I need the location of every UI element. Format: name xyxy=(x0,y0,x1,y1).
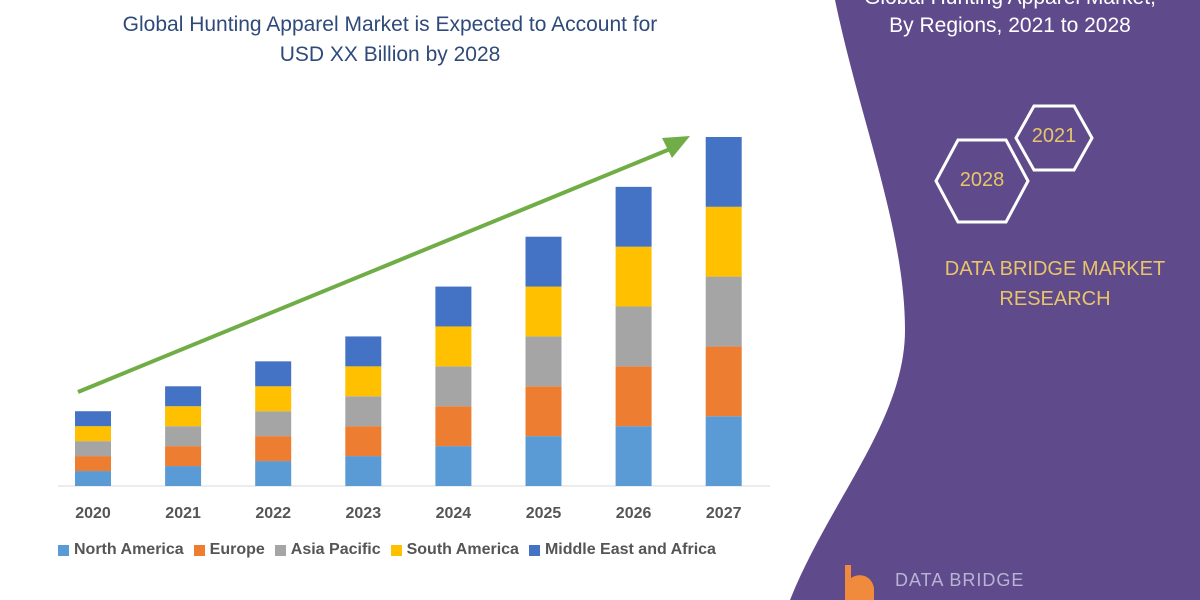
bar-segment-2021-middle-east-and-africa xyxy=(165,386,202,407)
hex-label-2028: 2028 xyxy=(959,169,1005,191)
x-tick-label-2020: 2020 xyxy=(75,505,111,522)
bar-segment-2020-europe xyxy=(75,456,111,472)
bar-segment-2021-asia-pacific xyxy=(165,426,202,447)
legend-item-south-america: South America xyxy=(390,541,519,559)
bar-segment-2022-asia-pacific xyxy=(255,411,292,437)
x-tick-labels: 2020 2021 2022 2023 2024 2025 2026 2027 xyxy=(75,505,741,522)
bar-segment-2021-south-america xyxy=(165,406,202,427)
bar-segment-2023-europe xyxy=(345,426,382,457)
x-tick-label-2023: 2023 xyxy=(346,505,382,522)
bar-segment-2023-asia-pacific xyxy=(345,396,382,427)
bar-segment-2026-europe xyxy=(615,366,652,427)
bar-segment-2024-north-america xyxy=(435,446,472,486)
side-title: Global Hunting Apparel Market, By Region… xyxy=(850,0,1170,40)
hexagon-2021 xyxy=(1014,104,1094,172)
bar-segment-2022-north-america xyxy=(255,461,292,486)
logo-text: DATA BRIDGE xyxy=(895,570,1025,590)
legend-swatch xyxy=(193,544,205,556)
brand-line-2: RESEARCH xyxy=(999,288,1111,310)
legend-swatch xyxy=(390,544,402,556)
bar-segment-2023-south-america xyxy=(345,366,382,397)
hexagon-2028 xyxy=(934,138,1030,224)
side-panel xyxy=(790,0,1200,600)
x-tick-label-2021: 2021 xyxy=(165,505,201,522)
bar-segment-2026-asia-pacific xyxy=(615,306,652,367)
side-title-line-2: By Regions, 2021 to 2028 xyxy=(889,14,1131,37)
bar-segment-2027-europe xyxy=(705,346,742,417)
bar-segment-2020-middle-east-and-africa xyxy=(75,411,111,427)
bar-segment-2024-europe xyxy=(435,406,472,447)
legend-swatch xyxy=(274,544,286,556)
bar-segment-2026-middle-east-and-africa xyxy=(615,186,652,247)
bar-segment-2024-middle-east-and-africa xyxy=(435,286,472,327)
brand-line-1: DATA BRIDGE MARKET xyxy=(944,258,1166,280)
bar-segment-2020-north-america xyxy=(75,471,111,486)
bar-segment-2024-asia-pacific xyxy=(435,366,472,407)
bar-segment-2025-asia-pacific xyxy=(525,336,562,387)
legend-label: Middle East and Africa xyxy=(544,541,716,558)
bar-segment-2023-north-america xyxy=(345,456,382,486)
legend-item-middle-east-and-africa: Middle East and Africa xyxy=(528,541,716,559)
legend-item-north-america: North America xyxy=(58,541,184,559)
chart-title-line-1: Global Hunting Apparel Market is Expecte… xyxy=(122,13,658,36)
bar-segment-2020-asia-pacific xyxy=(75,441,111,457)
hex-label-2021: 2021 xyxy=(1031,125,1077,147)
legend-label: Europe xyxy=(209,541,265,558)
bar-segment-2027-north-america xyxy=(705,416,742,486)
chart-title-line-2: USD XX Billion by 2028 xyxy=(279,43,501,66)
bar-segment-2021-europe xyxy=(165,446,202,467)
x-tick-label-2025: 2025 xyxy=(526,505,562,522)
bar-segment-2024-south-america xyxy=(435,326,472,367)
logo-icon xyxy=(845,565,874,600)
brand-text: DATA BRIDGE MARKET RESEARCH xyxy=(920,254,1190,314)
bar-segment-2025-south-america xyxy=(525,286,562,337)
bars xyxy=(75,136,742,486)
x-tick-label-2027: 2027 xyxy=(706,505,742,522)
legend-swatch xyxy=(58,544,69,556)
bar-segment-2022-middle-east-and-africa xyxy=(255,361,292,387)
legend-label: South America xyxy=(406,541,519,558)
legend: North America Europe Asia Pacific South Ame… xyxy=(58,541,716,559)
bar-segment-2022-south-america xyxy=(255,386,292,412)
legend-swatch xyxy=(528,544,540,556)
legend-label: Asia Pacific xyxy=(290,541,381,558)
legend-item-asia-pacific: Asia Pacific xyxy=(274,541,381,559)
legend-label: North America xyxy=(74,541,184,558)
trend-arrowhead xyxy=(662,136,690,158)
x-tick-label-2024: 2024 xyxy=(436,505,472,522)
legend-item-europe: Europe xyxy=(193,541,265,559)
bar-segment-2020-south-america xyxy=(75,426,111,442)
bar-segment-2023-middle-east-and-africa xyxy=(345,336,382,367)
bar-segment-2026-south-america xyxy=(615,246,652,307)
bar-segment-2022-europe xyxy=(255,436,292,462)
trend-arrow xyxy=(77,145,676,394)
x-tick-label-2022: 2022 xyxy=(255,505,291,522)
x-tick-label-2026: 2026 xyxy=(616,505,652,522)
bar-segment-2027-asia-pacific xyxy=(705,276,742,347)
bar-segment-2027-south-america xyxy=(705,206,742,277)
bar-segment-2025-north-america xyxy=(525,436,562,486)
side-title-line-1: Global Hunting Apparel Market, xyxy=(850,0,1170,12)
bar-segment-2025-middle-east-and-africa xyxy=(525,236,562,287)
chart-title: Global Hunting Apparel Market is Expecte… xyxy=(60,10,720,70)
bar-segment-2025-europe xyxy=(525,386,562,437)
bar-segment-2021-north-america xyxy=(165,466,202,486)
bar-segment-2027-middle-east-and-africa xyxy=(705,136,742,207)
bar-segment-2026-north-america xyxy=(615,426,652,486)
